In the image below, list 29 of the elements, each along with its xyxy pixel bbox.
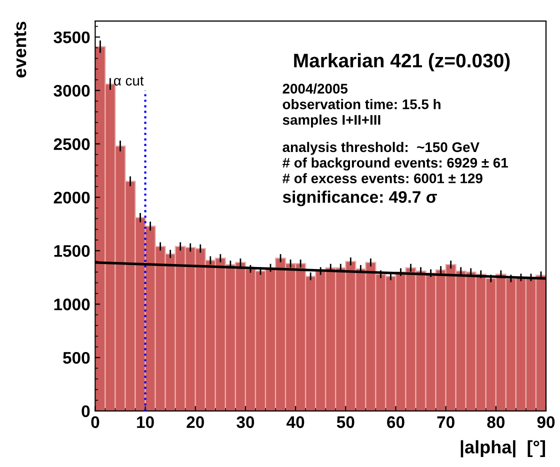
y-tick-label: 2500 — [54, 138, 90, 150]
annotation: # of background events: 6929 ± 61 — [282, 157, 508, 171]
x-tick-label: 90 — [537, 416, 555, 428]
annotation: # of excess events: 6001 ± 129 — [282, 173, 482, 184]
y-tick-label: 3500 — [54, 31, 90, 44]
y-tick-label: 0 — [82, 405, 90, 418]
x-tick-label: 70 — [437, 416, 454, 428]
y-tick-label: 1000 — [54, 298, 90, 310]
x-tick-label: 10 — [137, 416, 154, 428]
y-axis-title: events — [14, 22, 26, 78]
annotation: significance: 49.7 σ — [282, 190, 437, 206]
x-tick-label: 20 — [186, 416, 204, 428]
y-tick-label: 500 — [63, 352, 90, 364]
y-tick-label: 3000 — [54, 84, 90, 97]
annotation: observation time: 15.5 h — [282, 99, 440, 110]
x-tick-label: 40 — [286, 416, 304, 428]
x-tick-label: 30 — [236, 416, 254, 428]
x-tick-label: 0 — [91, 416, 100, 428]
x-tick-label: 60 — [387, 416, 404, 428]
x-axis-title: |alpha| [°] — [460, 440, 545, 458]
annotation: analysis threshold: ~150 GeV — [282, 142, 480, 155]
text: Markarian 421 (z=0.030) — [294, 53, 510, 72]
annotation: 2004/2005 — [282, 83, 348, 94]
x-tick-label: 80 — [487, 416, 504, 428]
x-tick-label: 50 — [336, 416, 354, 428]
annotation: samples I+II+III — [282, 114, 380, 128]
ref-line-label: α cut — [114, 76, 144, 86]
y-tick-label: 2000 — [54, 192, 90, 204]
y-tick-label: 1500 — [54, 245, 90, 257]
